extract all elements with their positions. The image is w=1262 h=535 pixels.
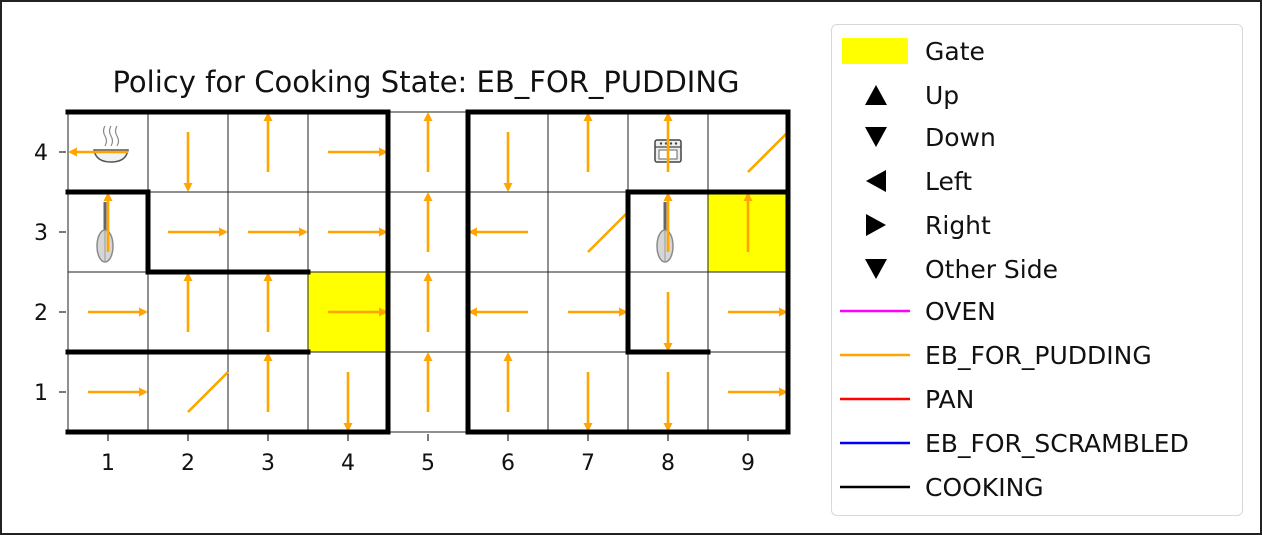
- x-tick-label: 9: [741, 451, 755, 476]
- chart-title: Policy for Cooking State: EB_FOR_PUDDING: [112, 65, 739, 99]
- policy-arrow-right: [728, 307, 788, 317]
- bowl-icon: [93, 125, 129, 163]
- x-tick-label: 1: [101, 451, 115, 476]
- legend-swatch: [840, 485, 910, 489]
- legend-swatch: [865, 85, 887, 105]
- policy-arrow-other-side: [187, 371, 229, 413]
- x-tick-label: 3: [261, 451, 275, 476]
- policy-arrow-up: [103, 192, 113, 252]
- legend-entry-eb-for-pudding: EB_FOR_PUDDING: [832, 335, 1242, 375]
- legend-entry-right: Right: [832, 205, 1242, 245]
- legend-swatch: [840, 441, 910, 445]
- policy-arrow-up: [423, 112, 433, 172]
- policy-arrow-left: [468, 227, 528, 237]
- policy-arrow-right: [168, 227, 228, 237]
- policy-arrow-left: [68, 147, 128, 157]
- policy-arrow-down: [583, 372, 593, 432]
- legend-label: Down: [925, 123, 996, 152]
- policy-arrow-up: [263, 352, 273, 412]
- legend-entry-gate: Gate: [832, 31, 1242, 71]
- policy-arrow-right: [328, 227, 388, 237]
- legend-swatch: [865, 259, 887, 279]
- legend-entry-other-side: Other Side: [832, 249, 1242, 289]
- legend-swatch: [840, 397, 910, 401]
- legend-swatch: [866, 170, 886, 192]
- legend-label: COOKING: [925, 473, 1044, 502]
- legend: Gate Up Down Left Right Other Side OVEN EB_FOR_…: [831, 24, 1243, 516]
- policy-arrow-up: [583, 112, 593, 172]
- policy-arrow-right: [328, 147, 388, 157]
- x-tick-label: 2: [181, 451, 195, 476]
- legend-label: PAN: [925, 385, 975, 414]
- legend-swatch: [842, 38, 908, 64]
- legend-swatch: [866, 214, 886, 236]
- policy-arrow-up: [423, 192, 433, 252]
- policy-arrow-left: [468, 307, 528, 317]
- legend-label: Left: [925, 167, 973, 196]
- policy-arrow-up: [263, 112, 273, 172]
- legend-entry-pan: PAN: [832, 379, 1242, 419]
- policy-arrow-up: [663, 192, 673, 252]
- y-tick-label: 3: [34, 221, 48, 246]
- policy-arrow-other-side: [587, 211, 629, 253]
- policy-arrow-right: [88, 387, 148, 397]
- y-tick-label: 2: [34, 301, 48, 326]
- legend-label: Other Side: [925, 255, 1058, 284]
- policy-arrow-right: [88, 307, 148, 317]
- policy-grid-plot: Policy for Cooking State: EB_FOR_PUDDING…: [34, 65, 791, 476]
- policy-arrow-up: [263, 272, 273, 332]
- legend-label: EB_FOR_PUDDING: [925, 341, 1152, 370]
- legend-entry-up: Up: [832, 75, 1242, 115]
- policy-arrow-right: [248, 227, 308, 237]
- whisk-icon: [656, 202, 674, 263]
- legend-entry-down: Down: [832, 117, 1242, 157]
- x-tick-label: 8: [661, 451, 675, 476]
- policy-arrow-down: [503, 132, 513, 192]
- legend-label: Up: [925, 81, 960, 110]
- y-tick-label: 4: [34, 141, 48, 166]
- legend-swatch: [865, 127, 887, 147]
- whisk-icon: [96, 202, 114, 263]
- policy-arrow-down: [663, 292, 673, 352]
- legend-entry-eb-for-scrambled: EB_FOR_SCRAMBLED: [832, 423, 1242, 463]
- legend-label: OVEN: [925, 297, 996, 326]
- policy-arrow-right: [568, 307, 628, 317]
- x-tick-label: 5: [421, 451, 435, 476]
- policy-arrow-up: [423, 352, 433, 412]
- x-tick-label: 6: [501, 451, 515, 476]
- legend-label: EB_FOR_SCRAMBLED: [925, 429, 1189, 458]
- policy-arrow-down: [343, 372, 353, 432]
- x-tick-label: 4: [341, 451, 355, 476]
- policy-arrow-right: [328, 307, 388, 317]
- legend-label: Gate: [925, 37, 985, 66]
- y-tick-label: 1: [34, 381, 48, 406]
- policy-arrow-down: [663, 372, 673, 432]
- policy-arrow-up: [503, 352, 513, 412]
- x-tick-label: 7: [581, 451, 595, 476]
- legend-swatch: [840, 309, 910, 313]
- policy-arrow-down: [183, 132, 193, 192]
- legend-label: Right: [925, 211, 991, 240]
- policy-arrow-other-side: [747, 131, 789, 173]
- policy-arrow-up: [663, 112, 673, 172]
- policy-arrow-up: [743, 192, 753, 252]
- policy-arrow-up: [423, 272, 433, 332]
- policy-arrow-right: [728, 387, 788, 397]
- legend-entry-cooking: COOKING: [832, 467, 1242, 507]
- legend-entry-left: Left: [832, 161, 1242, 201]
- legend-entry-oven: OVEN: [832, 291, 1242, 331]
- policy-arrow-up: [183, 272, 193, 332]
- legend-swatch: [840, 353, 910, 357]
